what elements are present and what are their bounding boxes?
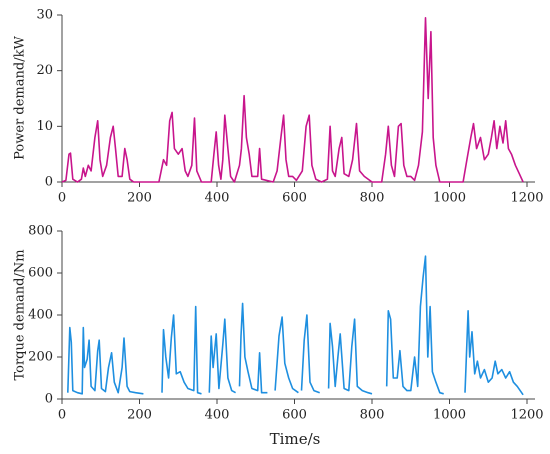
x-tick-label: 1000	[433, 408, 466, 423]
x-tick-label: 600	[282, 408, 307, 423]
y-tick-label: 20	[36, 63, 53, 78]
x-tick-label: 200	[127, 408, 152, 423]
x-axis-label: Time/s	[270, 430, 321, 448]
x-tick-label: 400	[205, 191, 230, 206]
data-line	[61, 17, 524, 183]
x-tick-label: 0	[58, 191, 66, 206]
y-tick-label: 10	[36, 119, 53, 134]
x-tick-label: 400	[205, 408, 230, 423]
x-tick-label: 0	[58, 408, 66, 423]
y-tick-label: 800	[28, 224, 53, 239]
y-tick-label: 0	[45, 175, 53, 190]
y-tick-label: 200	[28, 350, 53, 365]
x-tick-label: 1200	[510, 191, 543, 206]
x-tick-label: 200	[127, 191, 152, 206]
y-tick-label: 400	[28, 308, 53, 323]
y-axis-label: Torque demand/Nm	[13, 249, 28, 380]
x-tick-label: 1200	[510, 408, 543, 423]
x-tick-label: 600	[282, 191, 307, 206]
y-tick-label: 0	[45, 392, 53, 407]
y-axis-label: Power demand/kW	[13, 36, 28, 160]
data-line	[67, 255, 524, 396]
y-tick-label: 600	[28, 266, 53, 281]
x-tick-label: 800	[360, 191, 385, 206]
x-tick-label: 1000	[433, 191, 466, 206]
x-tick-label: 800	[360, 408, 385, 423]
y-tick-label: 30	[36, 8, 53, 23]
